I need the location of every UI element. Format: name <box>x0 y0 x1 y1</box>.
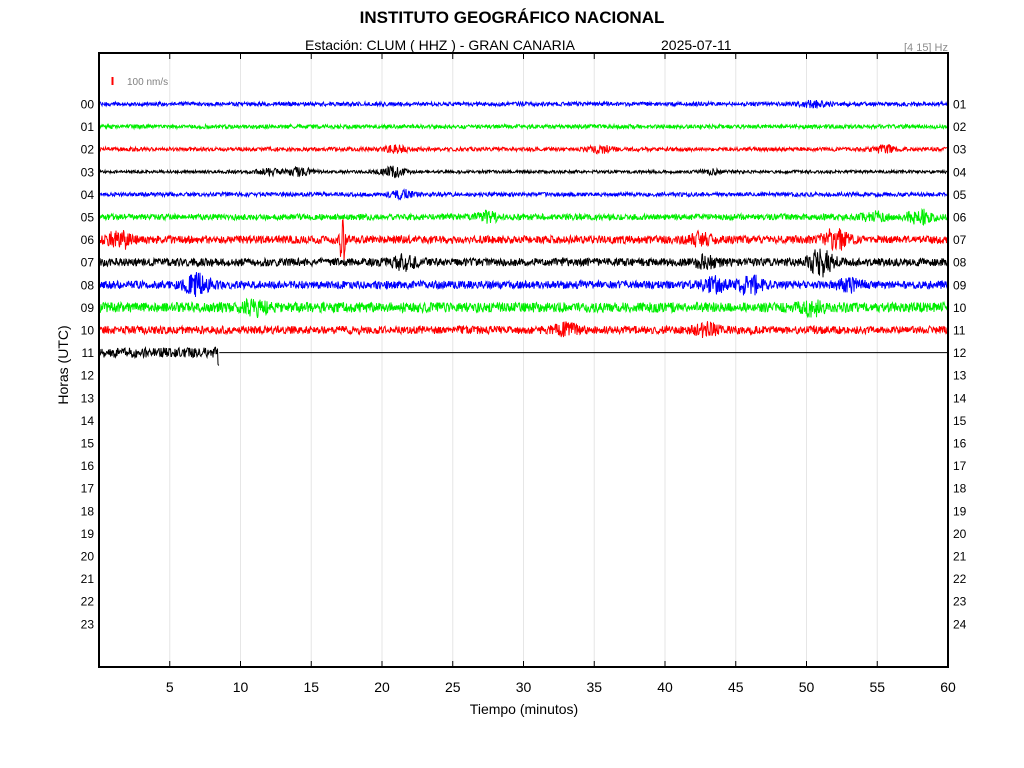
trace-hour-03 <box>99 165 949 179</box>
page-title: INSTITUTO GEOGRÁFICO NACIONAL <box>359 8 665 27</box>
x-tick-label: 35 <box>586 679 602 695</box>
trace-hour-00 <box>100 99 949 109</box>
y-tick-label-right: 14 <box>953 391 967 405</box>
y-tick-label-right: 23 <box>953 595 967 609</box>
y-tick-label-left: 11 <box>82 346 95 360</box>
y-tick-label-left: 04 <box>81 188 95 202</box>
y-tick-label-right: 10 <box>953 301 967 315</box>
y-tick-label-left: 23 <box>81 617 95 631</box>
x-tick-label: 10 <box>233 679 249 695</box>
y-tick-label-right: 05 <box>953 188 967 202</box>
y-tick-label-left: 19 <box>81 527 95 541</box>
trace-hour-07 <box>99 248 949 278</box>
y-tick-label-left: 12 <box>81 369 95 383</box>
x-tick-label: 15 <box>303 679 319 695</box>
x-tick-label: 25 <box>445 679 461 695</box>
scale-bar-mark <box>111 77 114 85</box>
x-tick-label: 30 <box>516 679 532 695</box>
y-tick-label-right: 15 <box>953 414 967 428</box>
y-tick-label-left: 14 <box>81 414 95 428</box>
x-tick-label: 5 <box>166 679 174 695</box>
trace-hour-06 <box>99 218 949 262</box>
x-tick-label: 45 <box>728 679 744 695</box>
y-tick-label-right: 22 <box>953 572 967 586</box>
y-tick-label-right: 04 <box>953 165 967 179</box>
y-tick-label-right: 13 <box>953 369 967 383</box>
y-tick-label-left: 20 <box>81 550 95 564</box>
x-tick-label: 55 <box>869 679 885 695</box>
scale-bar-label: 100 nm/s <box>127 77 168 88</box>
y-tick-label-right: 01 <box>953 98 967 112</box>
y-tick-label-left: 21 <box>81 572 95 586</box>
y-tick-label-left: 22 <box>81 595 95 609</box>
x-tick-label: 40 <box>657 679 673 695</box>
y-tick-label-left: 03 <box>81 165 95 179</box>
y-tick-label-right: 02 <box>953 120 967 134</box>
y-tick-label-left: 15 <box>81 437 95 451</box>
trace-hour-08 <box>99 272 949 298</box>
y-axis-right: 01 02 03 04 05 06 07 08 09 10 11 12 13 14 15 16 17 18 19 20… <box>953 98 967 632</box>
y-tick-label-right: 12 <box>953 346 967 360</box>
trace-hour-05 <box>99 207 949 226</box>
y-tick-label-right: 09 <box>953 278 967 292</box>
y-tick-label-right: 20 <box>953 527 967 541</box>
y-tick-label-left: 18 <box>81 504 95 518</box>
filter-band-label: [4 15] Hz <box>903 42 948 54</box>
y-tick-label-right: 21 <box>953 550 967 564</box>
x-tick-label: 20 <box>374 679 390 695</box>
y-tick-label-right: 24 <box>953 617 967 631</box>
y-tick-label-right: 07 <box>953 233 967 247</box>
y-tick-label-left: 16 <box>81 459 95 473</box>
grid-lines <box>169 54 878 666</box>
y-tick-label-right: 18 <box>953 482 967 496</box>
y-tick-label-left: 06 <box>81 233 95 247</box>
x-axis: 5 10 15 20 25 30 35 40 45 50 55 60 <box>166 53 956 695</box>
y-tick-label-left: 07 <box>81 256 95 270</box>
scale-bar: 100 nm/s <box>111 77 168 88</box>
y-tick-label-left: 17 <box>81 482 95 496</box>
date-label: 2025-07-11 <box>661 37 732 53</box>
traces <box>99 99 949 366</box>
y-tick-label-left: 13 <box>81 391 95 405</box>
trace-hour-02 <box>99 143 949 155</box>
x-tick-label: 60 <box>940 679 956 695</box>
y-tick-label-right: 17 <box>953 459 967 473</box>
y-tick-label-right: 19 <box>953 504 967 518</box>
y-tick-label-left: 09 <box>81 301 95 315</box>
trace-hour-04 <box>99 188 949 201</box>
trace-hour-01 <box>99 122 949 131</box>
trace-hour-09 <box>100 297 949 319</box>
trace-hour-11 <box>99 346 220 366</box>
y-tick-label-right: 16 <box>953 437 967 451</box>
y-tick-label-right: 03 <box>953 143 967 157</box>
y-tick-label-left: 05 <box>81 211 95 225</box>
y-tick-label-left: 08 <box>81 278 95 292</box>
x-tick-label: 50 <box>799 679 815 695</box>
y-tick-label-right: 06 <box>953 211 967 225</box>
y-axis-left: 00 01 02 03 04 05 06 07 08 09 10 11 12 13 14 15 16 17 18 19… <box>81 98 95 632</box>
y-tick-label-right: 08 <box>953 256 967 270</box>
y-tick-label-right: 11 <box>953 324 966 338</box>
y-tick-label-left: 10 <box>81 324 95 338</box>
y-axis-label: Horas (UTC) <box>55 325 71 404</box>
y-tick-label-left: 02 <box>81 143 95 157</box>
y-tick-label-left: 00 <box>81 98 95 112</box>
trace-hour-10 <box>99 321 949 339</box>
station-label: Estación: CLUM ( HHZ ) - GRAN CANARIA <box>305 37 575 53</box>
y-tick-label-left: 01 <box>81 120 95 134</box>
x-axis-label: Tiempo (minutos) <box>470 701 578 717</box>
